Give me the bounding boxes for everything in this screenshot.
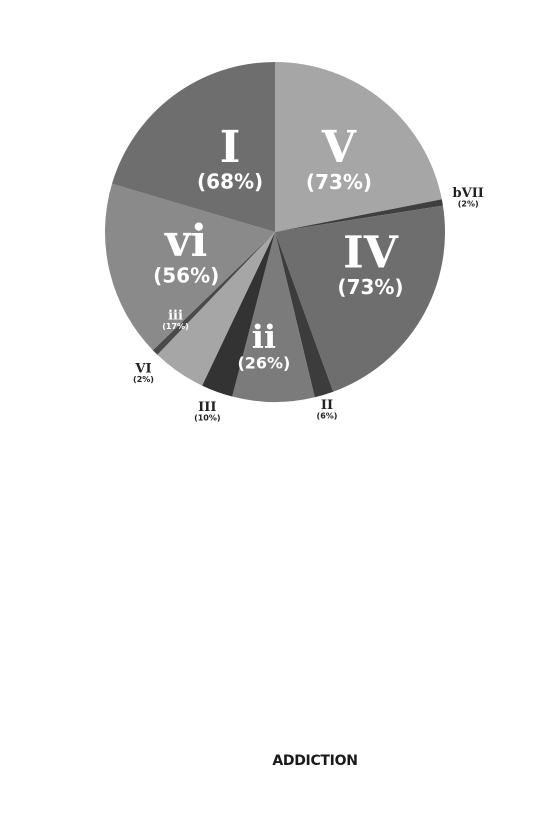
slice-label-i: I: [220, 122, 241, 173]
pie-slices: [105, 61, 446, 402]
pie-slice-v: [275, 62, 442, 232]
slice-label-bvii: bVII: [453, 186, 484, 201]
slice-percent-vi: (56%): [153, 264, 219, 288]
slice-percent-ii: (26%): [237, 354, 290, 373]
slice-percent-iv: (73%): [337, 275, 403, 299]
slice-percent-vi: (2%): [133, 375, 154, 384]
slice-percent-ii: (6%): [317, 412, 338, 421]
slice-percent-i: (68%): [197, 170, 263, 194]
slice-label-v: V: [321, 122, 357, 173]
pie-slice-vi: [105, 183, 275, 351]
pie-slice-vi: [152, 232, 275, 355]
slice-label-vi: vi: [164, 216, 207, 267]
pie-slice-iii: [202, 232, 275, 397]
slice-label-iii: iii: [168, 308, 183, 323]
slice-label-iii: III: [198, 400, 216, 415]
pie-slice-ii: [275, 232, 334, 398]
slice-label-ii: II: [321, 398, 333, 413]
pie-slice-iii: [157, 232, 275, 386]
pie-slice-bvii: [275, 199, 443, 232]
pie-slice-ii: [232, 232, 315, 402]
slice-label-vi: VI: [134, 362, 151, 377]
slice-label-ii: ii: [252, 318, 276, 356]
footer-title: ADDICTION: [272, 753, 358, 769]
slice-percent-bvii: (2%): [458, 200, 479, 209]
pie-slice-iv: [275, 205, 446, 392]
pie-slice-i: [111, 61, 276, 232]
slice-percent-iii: (10%): [194, 414, 220, 423]
pie-labels: V(73%) bVII(2%)IV(73%)II(6%)ii(26%)III(10…: [133, 122, 484, 423]
slice-label-iv: IV: [343, 227, 399, 278]
slice-percent-v: (73%): [306, 170, 372, 194]
slice-percent-iii: (17%): [162, 322, 188, 331]
